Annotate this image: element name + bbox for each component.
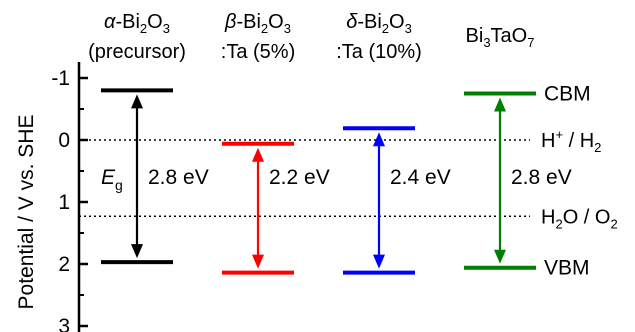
y-axis: -1 0 1 2 3 Potential / V vs. SHE	[15, 62, 88, 332]
material-bands: 2.2 eV	[222, 141, 330, 275]
reference-label: H2O / O2	[541, 206, 618, 231]
material-subtitle: (precursor)	[88, 41, 186, 63]
gap-arrow-head-up	[252, 147, 264, 162]
material-name: β-Bi2O3	[224, 11, 291, 36]
y-tick-label: 0	[58, 129, 70, 152]
material-subtitle: :Ta (5%)	[221, 41, 295, 63]
gap-arrow-head-down	[131, 244, 143, 259]
gap-arrow-head-up	[494, 97, 506, 112]
gap-arrow-head-down	[252, 254, 264, 269]
y-tick-label: 2	[58, 253, 70, 276]
eg-label: Eg	[101, 166, 123, 193]
material-name: α-Bi2O3	[104, 11, 170, 36]
reference-label: H+ / H2	[541, 127, 601, 155]
y-tick-label: 1	[58, 191, 70, 214]
gap-value-label: 2.8 eV	[511, 166, 572, 189]
vbm-label: VBM	[544, 257, 590, 280]
material-name: δ-Bi2O3	[346, 11, 412, 36]
band-edges: 2.8 eV 2.2 eV 2.4 eV 2.8 eV Eg CBM VBM	[101, 83, 591, 280]
material-name: Bi3TaO7	[466, 25, 535, 50]
y-tick-label: 3	[58, 315, 70, 332]
material-bands: 2.8 eV	[464, 91, 572, 270]
material-headers: α-Bi2O3 (precursor) β-Bi2O3 :Ta (5%) δ-Bi2O3…	[88, 11, 534, 63]
reference-levels: H+ / H2 H2O / O2	[79, 127, 618, 231]
material-bands: 2.8 eV	[101, 88, 209, 265]
gap-arrow-head-up	[131, 94, 143, 109]
gap-arrow-head-up	[373, 132, 385, 147]
gap-value-label: 2.4 eV	[390, 166, 451, 189]
gap-value-label: 2.8 eV	[148, 166, 209, 189]
gap-arrow-head-down	[373, 254, 385, 269]
material-bands: 2.4 eV	[343, 126, 451, 275]
y-axis-label: Potential / V vs. SHE	[15, 115, 38, 310]
gap-value-label: 2.2 eV	[269, 166, 330, 189]
gap-arrow-head-down	[494, 249, 506, 264]
cbm-label: CBM	[544, 83, 591, 106]
material-subtitle: :Ta (10%)	[336, 41, 422, 63]
y-tick-label: -1	[51, 67, 70, 90]
